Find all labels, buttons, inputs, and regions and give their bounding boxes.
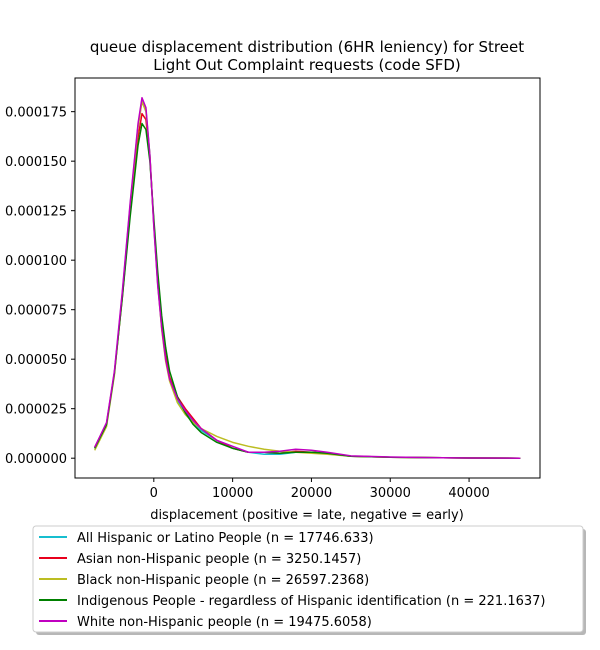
y-tick-label: 0.000050 [5, 353, 67, 368]
y-tick-label: 0.000175 [5, 106, 67, 121]
plot-area-frame [74, 77, 541, 479]
plot-lines [94, 97, 521, 459]
legend-label: Asian non-Hispanic people (n = 3250.1457… [77, 552, 361, 567]
x-tick-label: 0 [150, 486, 158, 501]
y-tick-label: 0.000150 [5, 155, 67, 170]
legend: All Hispanic or Latino People (n = 17746… [32, 525, 586, 635]
chart-title-line-2: Light Out Complaint requests (code SFD) [153, 56, 461, 74]
x-tick-label: 20000 [291, 486, 332, 501]
series-line-4 [94, 122, 521, 459]
y-tick-label: 0.000100 [5, 254, 67, 269]
legend-frame [32, 525, 584, 633]
y-tick-label: 0.000025 [5, 403, 67, 418]
series-line-5 [94, 97, 521, 459]
chart-title-line-1: queue displacement distribution (6HR len… [90, 38, 524, 56]
x-tick-label: 40000 [448, 486, 489, 501]
x-axis-label: displacement (positive = late, negative … [150, 508, 464, 523]
x-tick-label: 10000 [212, 486, 253, 501]
x-axis-ticks: 0 10000 20000 30000 40000 [150, 478, 490, 501]
x-tick-label: 30000 [370, 486, 411, 501]
y-tick-label: 0.000125 [5, 205, 67, 220]
y-tick-label: 0.000075 [5, 304, 67, 319]
legend-label: All Hispanic or Latino People (n = 17746… [77, 531, 374, 546]
legend-label: Black non-Hispanic people (n = 26597.236… [77, 573, 369, 588]
y-axis-ticks: 0.000000 0.000025 0.000050 0.000075 0.000100… [5, 106, 75, 467]
y-tick-label: 0.000000 [5, 452, 67, 467]
legend-label: Indigenous People - regardless of Hispan… [77, 594, 546, 609]
legend-label: White non-Hispanic people (n = 19475.605… [77, 615, 372, 630]
